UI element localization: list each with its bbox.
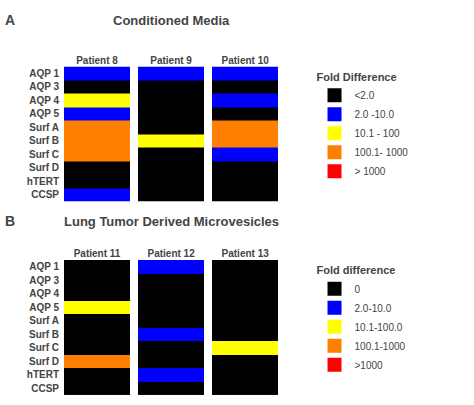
svg-text:Surf D: Surf D <box>29 356 59 367</box>
svg-text:Surf A: Surf A <box>29 122 59 133</box>
svg-text:Patient 10: Patient 10 <box>222 55 270 66</box>
svg-text:CCSP: CCSP <box>31 189 59 200</box>
svg-text:Patient 9: Patient 9 <box>150 55 192 66</box>
svg-text:AQP 5: AQP 5 <box>29 302 59 313</box>
svg-text:AQP 4: AQP 4 <box>29 288 59 299</box>
svg-text:2.0-10.0: 2.0-10.0 <box>355 303 392 314</box>
svg-text:Patient 12: Patient 12 <box>147 248 195 259</box>
svg-text:>1000: >1000 <box>355 360 384 371</box>
svg-text:Surf B: Surf B <box>29 135 59 146</box>
svg-text:0: 0 <box>355 284 361 295</box>
svg-text:Fold difference: Fold difference <box>317 264 396 276</box>
svg-text:B: B <box>5 213 15 229</box>
svg-text:Patient 11: Patient 11 <box>74 248 121 259</box>
svg-text:2.0 -10.0: 2.0 -10.0 <box>355 109 395 120</box>
svg-text:AQP 4: AQP 4 <box>29 95 59 106</box>
svg-text:Fold Difference: Fold Difference <box>317 71 397 83</box>
svg-text:hTERT: hTERT <box>27 369 59 380</box>
svg-text:<2.0: <2.0 <box>355 90 375 101</box>
svg-text:Conditioned Media: Conditioned Media <box>113 13 230 28</box>
svg-text:100.1-1000: 100.1-1000 <box>355 341 406 352</box>
svg-text:Patient 8: Patient 8 <box>76 55 118 66</box>
svg-text:CCSP: CCSP <box>31 383 59 394</box>
svg-text:Surf C: Surf C <box>29 342 59 353</box>
svg-text:Surf B: Surf B <box>29 329 59 340</box>
svg-text:AQP 1: AQP 1 <box>29 261 59 272</box>
svg-text:AQP 3: AQP 3 <box>29 275 59 286</box>
svg-text:Surf C: Surf C <box>29 149 59 160</box>
svg-text:AQP 5: AQP 5 <box>29 108 59 119</box>
svg-text:A: A <box>5 12 15 28</box>
svg-text:> 1000: > 1000 <box>355 166 386 177</box>
svg-text:10.1 - 100: 10.1 - 100 <box>355 128 400 139</box>
svg-text:Surf A: Surf A <box>29 315 59 326</box>
svg-text:AQP 3: AQP 3 <box>29 81 59 92</box>
svg-text:10.1-100.0: 10.1-100.0 <box>355 322 403 333</box>
svg-text:100.1- 1000: 100.1- 1000 <box>355 147 409 158</box>
svg-text:Patient 13: Patient 13 <box>222 248 270 259</box>
svg-text:Lung Tumor Derived Microvesicl: Lung Tumor Derived Microvesicles <box>64 214 279 229</box>
svg-text:hTERT: hTERT <box>27 176 59 187</box>
svg-text:AQP 1: AQP 1 <box>29 68 59 79</box>
svg-text:Surf D: Surf D <box>29 162 59 173</box>
